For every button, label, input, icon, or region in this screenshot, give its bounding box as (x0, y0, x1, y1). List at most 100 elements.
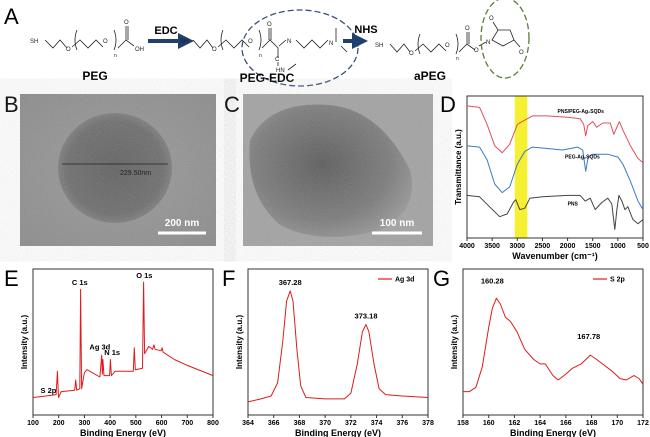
peak-annotation: Ag 3d (89, 342, 110, 351)
x-tick-label: 1000 (610, 243, 626, 250)
y-axis-label: Intensity (a.u.) (235, 315, 244, 370)
x-axis-label: Wavenumber (cm⁻¹) (512, 251, 597, 261)
atom-c: C (275, 57, 280, 63)
x-tick-label: 370 (319, 420, 331, 427)
x-tick-label: 200 (53, 420, 65, 427)
x-tick-label: 2000 (560, 243, 576, 250)
x-tick-label: 372 (345, 420, 357, 427)
series-label: PEG-Ag₂SQDs (565, 154, 600, 160)
highlight-band (514, 96, 528, 238)
apeg-structure (389, 21, 521, 55)
peg-edc-structure (192, 28, 348, 71)
panel-label-e: E (4, 266, 19, 291)
chart-f: 364 366 368 370 372 374 376 378 Binding Energy (… (235, 268, 434, 437)
atom-o: O (248, 39, 253, 45)
x-tick-label: 3500 (484, 243, 500, 250)
x-tick-label: 364 (242, 420, 254, 427)
legend-label: S 2p (610, 277, 625, 284)
x-tick-label: 160 (483, 420, 495, 427)
plot-frame (462, 268, 644, 416)
nhs-group-highlight (480, 0, 530, 79)
atom-o: O (474, 48, 479, 54)
x-tick-label: 500 (130, 420, 142, 427)
x-tick-label: 800 (207, 420, 219, 427)
atom-o: O (66, 47, 71, 53)
panel-label-f: F (222, 266, 235, 291)
panel-label-d: D (440, 92, 456, 117)
x-axis-label: Binding Energy (eV) (510, 428, 596, 437)
atom-o: O (465, 26, 470, 32)
series-line (463, 297, 644, 393)
chart-e: 100 200 300 400 500 600 700 800 Binding Energy (… (20, 268, 219, 437)
atom-o: O (409, 51, 414, 57)
scale-bar-label: 200 nm (165, 218, 200, 229)
atom-n: N (287, 39, 291, 45)
scale-bar-label: 100 nm (380, 218, 415, 229)
series-line (466, 145, 644, 210)
series-label: PNS/PEG-Ag₂SQDs (558, 109, 605, 115)
atom-o: O (519, 50, 524, 56)
apeg-label: aPEG (414, 69, 446, 83)
reaction-scheme: A SH O O O OH n PEG EDC SH O O (4, 0, 530, 87)
peak-annotation: 167.78 (577, 332, 600, 341)
x-tick-label: 164 (534, 420, 546, 427)
y-axis-label: Intensity (a.u.) (450, 315, 459, 370)
peak-annotation: S 2p (41, 386, 57, 395)
peak-annotation: 160.28 (481, 277, 504, 286)
atom-sh: SH (375, 43, 383, 49)
x-tick-label: 168 (586, 420, 598, 427)
peak-annotation: 367.28 (279, 278, 302, 287)
peak-annotation: O 1s (136, 271, 152, 280)
plot-frame (466, 95, 644, 239)
peak-annotation: C 1s (72, 278, 88, 287)
repeat-n: n (259, 53, 262, 59)
legend-label: Ag 3d (395, 277, 414, 284)
atom-o: O (267, 22, 272, 28)
nhs-reagent-label: NHS (354, 24, 377, 36)
x-tick-label: 172 (637, 420, 649, 427)
plot-frame (32, 268, 214, 416)
atom-o: O (445, 43, 450, 49)
x-tick-label: 700 (181, 420, 193, 427)
atom-sh: SH (30, 39, 38, 45)
x-tick-label: 300 (79, 420, 91, 427)
x-tick-label: 1500 (585, 243, 601, 250)
repeat-n: n (114, 53, 117, 59)
edc-reagent-label: EDC (154, 25, 177, 37)
repeat-n: n (456, 56, 459, 62)
x-tick-label: 600 (156, 420, 168, 427)
peg-label: PEG (82, 69, 107, 83)
y-axis-label: Intensity (a.u.) (20, 315, 29, 370)
x-tick-label: 368 (294, 420, 306, 427)
atom-o: O (103, 39, 108, 45)
tem-image-c: C 100 nm (224, 92, 433, 246)
peak-annotation: N 1s (104, 348, 120, 357)
x-tick-label: 376 (396, 420, 408, 427)
charts: 4000 3500 3000 2500 2000 1500 1000 500 Wavenumbe… (20, 95, 649, 437)
atom-hn: HN (276, 68, 285, 74)
x-tick-label: 170 (611, 420, 623, 427)
panel-label-c: C (224, 92, 240, 117)
measurement-value: 229.50nm (120, 170, 151, 177)
x-tick-label: 2500 (535, 243, 551, 250)
peak-annotation: 373.18 (355, 312, 378, 321)
x-tick-label: 366 (268, 420, 280, 427)
peg-edc-label: PEG-EDC (240, 71, 295, 85)
panel-label-a: A (4, 4, 19, 29)
panel-label-b: B (4, 92, 19, 117)
y-axis-label: Transmittance (a.u.) (454, 129, 463, 205)
atom-n: N (486, 40, 490, 46)
atom-oh: OH (135, 47, 144, 53)
peg-structure (44, 26, 135, 51)
series-line (466, 194, 644, 230)
chart-g: 158 160 162 164 166 168 170 172 Binding Energy (… (450, 268, 649, 437)
tem-image-b: B 229.50nm 200 nm (4, 92, 216, 246)
x-axis-label: Binding Energy (eV) (80, 428, 166, 437)
x-tick-label: 374 (371, 420, 383, 427)
x-axis-label: Binding Energy (eV) (295, 428, 381, 437)
panel-label-g: G (433, 266, 450, 291)
atom-sh: SH (180, 39, 188, 45)
x-tick-label: 500 (637, 243, 649, 250)
atom-o: O (124, 20, 129, 26)
